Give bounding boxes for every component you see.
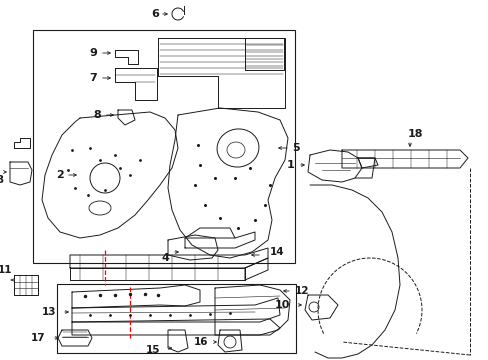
Text: 8: 8 [93, 110, 101, 120]
Text: 7: 7 [89, 73, 97, 83]
Bar [33, 30, 294, 263]
Text: 1: 1 [285, 160, 293, 170]
Text: 17: 17 [30, 333, 45, 343]
Text: 2: 2 [56, 170, 64, 180]
Bar [57, 284, 295, 353]
Text: 4: 4 [161, 253, 168, 263]
Text: 18: 18 [407, 129, 422, 139]
Text: 5: 5 [292, 143, 299, 153]
Text: 10: 10 [274, 300, 289, 310]
Text: 11: 11 [0, 265, 12, 275]
Text: 3: 3 [0, 175, 3, 185]
Text: 16: 16 [193, 337, 207, 347]
Text: 14: 14 [269, 247, 284, 257]
Text: 13: 13 [41, 307, 56, 317]
Text: 12: 12 [294, 286, 309, 296]
Text: 6: 6 [151, 9, 159, 19]
Text: 15: 15 [145, 345, 160, 355]
Text: 9: 9 [89, 48, 97, 58]
